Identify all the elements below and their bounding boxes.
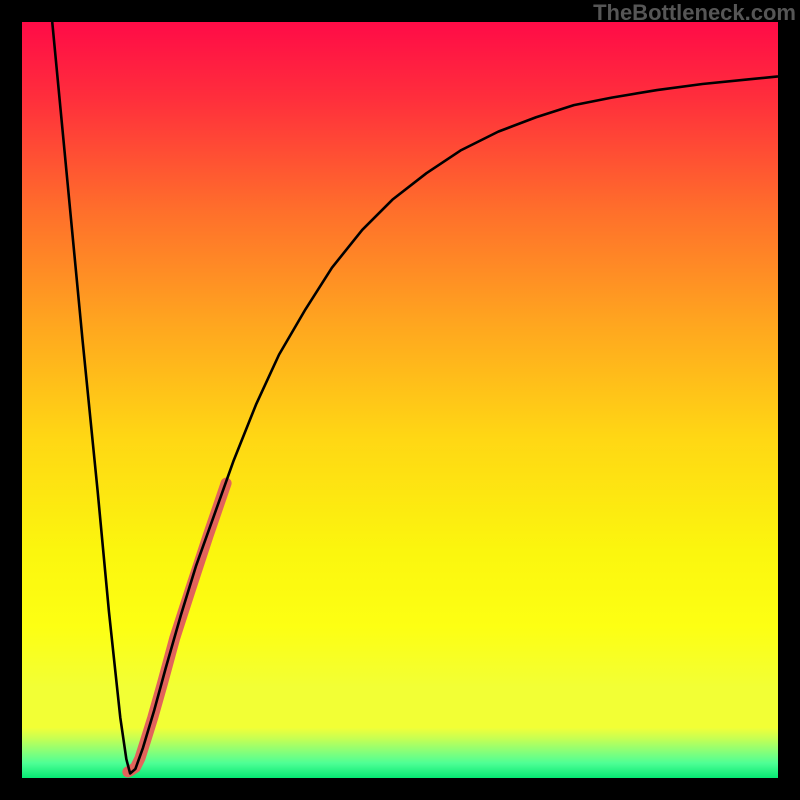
plot-area — [22, 22, 778, 778]
chart-svg-layer — [22, 22, 778, 778]
bottleneck-curve — [52, 22, 778, 773]
chart-frame: TheBottleneck.com — [0, 0, 800, 800]
watermark-text: TheBottleneck.com — [593, 0, 796, 26]
